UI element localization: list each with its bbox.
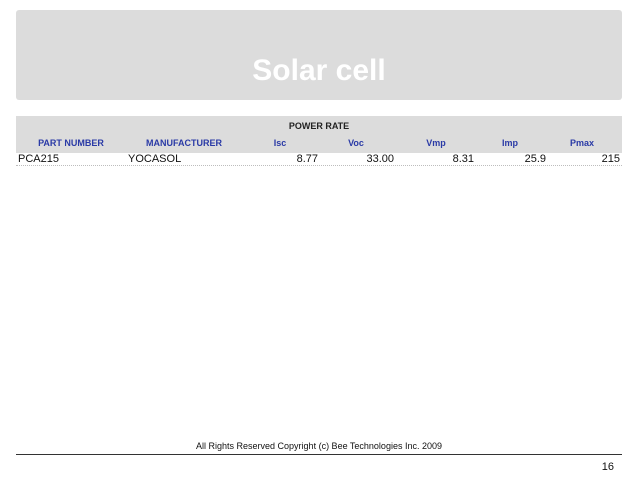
cell-voc: 33.00 — [366, 153, 394, 165]
power-rate-header: POWER RATE — [288, 121, 350, 131]
slide-title: Solar cell — [252, 54, 386, 87]
column-header-voc: Voc — [348, 138, 364, 148]
title-banner: Solar cell — [16, 10, 622, 100]
cell-vmp: 8.31 — [452, 153, 474, 165]
footer-divider — [16, 454, 622, 455]
cell-manufacturer: YOCASOL — [128, 153, 182, 165]
table-row: PCA215 YOCASOL 8.77 33.00 8.31 25.9 215 — [16, 153, 622, 166]
page-number: 16 — [601, 461, 614, 473]
column-header-vmp: Vmp — [426, 138, 446, 148]
column-header-manufacturer: MANUFACTURER — [146, 138, 222, 148]
column-header-part-number: PART NUMBER — [38, 138, 104, 148]
table-header: POWER RATE PART NUMBER MANUFACTURER Isc … — [16, 116, 622, 153]
copyright-footer: All Rights Reserved Copyright (c) Bee Te… — [196, 441, 442, 451]
column-header-pmax: Pmax — [569, 138, 595, 148]
cell-part-number: PCA215 — [18, 153, 59, 165]
cell-isc: 8.77 — [296, 153, 318, 165]
column-header-imp: Imp — [501, 138, 518, 148]
cell-imp: 25.9 — [524, 153, 546, 165]
column-header-isc: Isc — [273, 138, 287, 148]
cell-pmax: 215 — [601, 153, 620, 165]
